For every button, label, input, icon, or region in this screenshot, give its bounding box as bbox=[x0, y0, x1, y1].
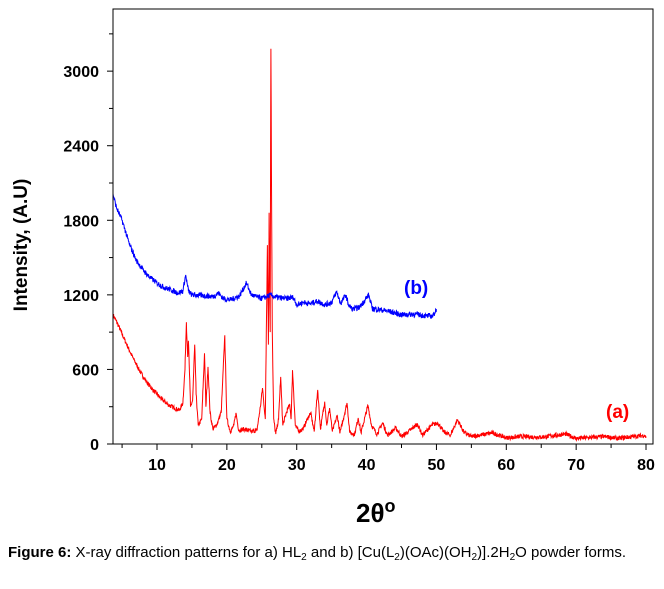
caption-sub: 2 bbox=[509, 552, 516, 563]
x-tick-label: 40 bbox=[358, 457, 376, 474]
xrd-chart: 10 20 30 40 50 60 70 80 0 600 1200 1800 2400 3000 (a)… bbox=[11, 8, 655, 528]
plot-frame bbox=[112, 8, 654, 445]
y-tick-label: 3000 bbox=[63, 64, 99, 81]
series-a-label: (a) bbox=[606, 402, 629, 423]
y-tick-label: 600 bbox=[72, 362, 99, 379]
caption-text: O powder forms. bbox=[515, 544, 627, 561]
x-tick-label: 50 bbox=[428, 457, 446, 474]
caption-sub: 2 bbox=[394, 552, 400, 563]
caption-text: )].2H bbox=[477, 544, 510, 561]
x-axis-label-text: 2θ bbox=[356, 498, 385, 528]
series-b-line bbox=[112, 193, 437, 319]
x-axis-label: 2θo bbox=[356, 496, 396, 528]
caption-text: X-ray diffraction patterns for a) HL bbox=[71, 544, 302, 561]
x-tick-label: 20 bbox=[218, 457, 236, 474]
x-tick-label: 70 bbox=[567, 457, 585, 474]
y-axis-label: Intensity, (A.U) bbox=[11, 179, 32, 312]
x-axis-label-degree: o bbox=[385, 496, 396, 516]
figure-caption: Figure 6: X-ray diffraction patterns for… bbox=[8, 543, 658, 567]
x-tick-label: 10 bbox=[148, 457, 166, 474]
caption-label: Figure 6: bbox=[8, 544, 72, 561]
caption-text: )(OAc)(OH bbox=[399, 544, 472, 561]
y-tick-label: 1800 bbox=[63, 213, 99, 230]
x-tick-label: 80 bbox=[637, 457, 655, 474]
y-tick-label: 2400 bbox=[63, 139, 99, 156]
series-a-line bbox=[112, 48, 647, 442]
caption-sub: 2 bbox=[301, 552, 307, 563]
y-tick-label: 1200 bbox=[63, 288, 99, 305]
x-tick-label: 60 bbox=[497, 457, 515, 474]
caption-sub: 2 bbox=[471, 552, 478, 563]
y-tick-label: 0 bbox=[90, 437, 99, 454]
series-b-label: (b) bbox=[404, 278, 428, 299]
x-tick-label: 30 bbox=[288, 457, 306, 474]
caption-text: and b) [Cu(L bbox=[306, 544, 395, 561]
